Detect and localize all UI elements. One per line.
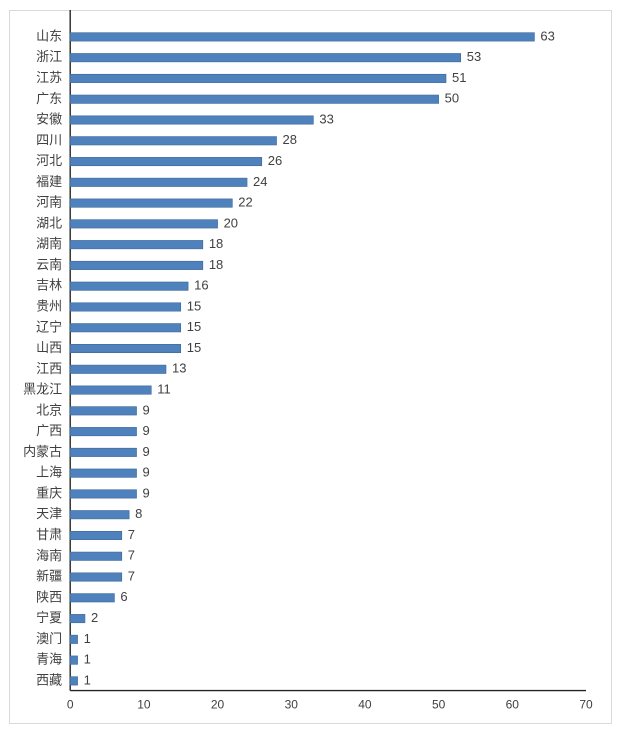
svg-text:9: 9 [143,423,150,438]
svg-text:安徽: 安徽 [36,109,62,128]
svg-text:吉林: 吉林 [36,275,62,294]
svg-text:18: 18 [209,257,223,272]
svg-text:新疆: 新疆 [36,566,62,585]
svg-text:7: 7 [128,527,135,542]
svg-text:广东: 广东 [36,88,62,107]
svg-text:宁夏: 宁夏 [36,607,62,626]
svg-text:50: 50 [445,91,459,106]
svg-text:53: 53 [467,49,481,64]
svg-text:贵州: 贵州 [36,295,62,314]
svg-text:上海: 上海 [36,462,62,481]
svg-text:15: 15 [187,340,201,355]
svg-text:7: 7 [128,568,135,583]
svg-text:云南: 云南 [36,254,62,273]
svg-text:33: 33 [319,111,333,126]
svg-text:湖南: 湖南 [36,233,62,252]
svg-text:江苏: 江苏 [36,67,62,86]
svg-text:9: 9 [143,402,150,417]
svg-text:7: 7 [128,548,135,563]
svg-text:13: 13 [172,361,186,376]
svg-text:西藏: 西藏 [36,669,62,688]
svg-text:60: 60 [506,698,520,712]
svg-text:海南: 海南 [36,545,62,564]
svg-text:天津: 天津 [36,503,62,522]
svg-text:50: 50 [432,698,446,712]
svg-text:广西: 广西 [36,420,62,439]
svg-text:22: 22 [238,195,252,210]
svg-text:9: 9 [143,465,150,480]
svg-text:重庆: 重庆 [36,482,62,501]
svg-text:山东: 山东 [36,25,62,44]
svg-text:江西: 江西 [36,358,62,377]
svg-text:陕西: 陕西 [36,586,62,605]
svg-text:1: 1 [84,672,91,687]
svg-text:18: 18 [209,236,223,251]
svg-text:20: 20 [211,698,225,712]
svg-text:黑龙江: 黑龙江 [23,379,62,398]
svg-text:青海: 青海 [36,649,62,668]
svg-text:24: 24 [253,174,267,189]
svg-text:9: 9 [143,444,150,459]
svg-text:0: 0 [67,698,74,712]
svg-text:澳门: 澳门 [36,628,62,647]
svg-text:北京: 北京 [36,399,62,418]
svg-text:浙江: 浙江 [36,46,62,65]
svg-text:河北: 河北 [36,150,62,169]
svg-text:山西: 山西 [36,337,62,356]
svg-text:15: 15 [187,298,201,313]
svg-text:16: 16 [194,278,208,293]
svg-text:四川: 四川 [36,129,62,148]
svg-text:2: 2 [91,610,98,625]
svg-text:10: 10 [137,698,151,712]
svg-text:内蒙古: 内蒙古 [23,441,62,460]
svg-text:30: 30 [285,698,299,712]
svg-text:63: 63 [540,28,554,43]
svg-text:11: 11 [157,381,171,396]
svg-text:28: 28 [283,132,297,147]
svg-text:辽宁: 辽宁 [36,316,62,335]
svg-text:甘肃: 甘肃 [36,524,62,543]
svg-text:河南: 河南 [36,192,62,211]
svg-text:1: 1 [84,652,91,667]
svg-text:6: 6 [120,589,127,604]
svg-text:湖北: 湖北 [36,212,62,231]
svg-text:8: 8 [135,506,142,521]
svg-text:福建: 福建 [36,171,62,190]
svg-text:1: 1 [84,631,91,646]
svg-text:70: 70 [579,698,593,712]
svg-text:26: 26 [268,153,282,168]
svg-text:40: 40 [358,698,372,712]
svg-text:51: 51 [452,70,466,85]
svg-text:9: 9 [143,485,150,500]
svg-text:20: 20 [224,215,238,230]
svg-text:15: 15 [187,319,201,334]
